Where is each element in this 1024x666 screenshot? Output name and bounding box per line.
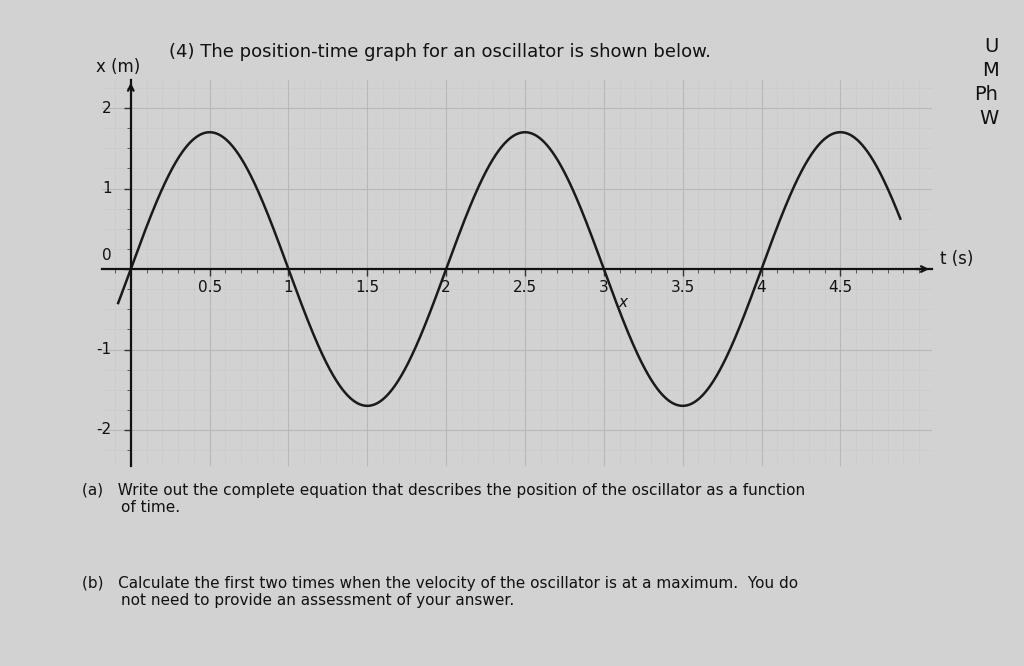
Text: 4: 4 (757, 280, 766, 295)
Text: 2: 2 (441, 280, 451, 295)
Text: 1.5: 1.5 (355, 280, 379, 295)
Text: 1: 1 (284, 280, 293, 295)
Text: 0.5: 0.5 (198, 280, 221, 295)
Text: 2.5: 2.5 (513, 280, 537, 295)
Text: (4) The position-time graph for an oscillator is shown below.: (4) The position-time graph for an oscil… (169, 43, 712, 61)
Text: U
M
Ph
W: U M Ph W (975, 37, 998, 129)
Text: (b)   Calculate the first two times when the velocity of the oscillator is at a : (b) Calculate the first two times when t… (82, 576, 798, 609)
Text: x (m): x (m) (96, 58, 140, 76)
Text: (a)   Write out the complete equation that describes the position of the oscilla: (a) Write out the complete equation that… (82, 483, 805, 515)
Text: 4.5: 4.5 (828, 280, 852, 295)
Text: -2: -2 (96, 422, 112, 438)
Text: 3: 3 (599, 280, 608, 295)
Text: 0: 0 (102, 248, 112, 262)
Text: t (s): t (s) (940, 250, 973, 268)
Text: x: x (618, 295, 628, 310)
Text: 2: 2 (102, 101, 112, 116)
Text: -1: -1 (96, 342, 112, 357)
Text: 3.5: 3.5 (671, 280, 695, 295)
Text: 1: 1 (102, 181, 112, 196)
